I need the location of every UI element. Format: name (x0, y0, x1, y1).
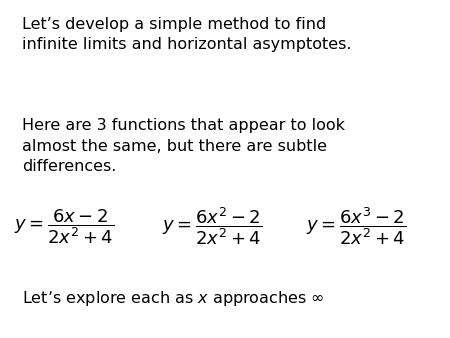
Text: Here are 3 functions that appear to look
almost the same, but there are subtle
d: Here are 3 functions that appear to look… (22, 118, 346, 174)
Text: $y = \dfrac{6x^3-2}{2x^2+4}$: $y = \dfrac{6x^3-2}{2x^2+4}$ (306, 206, 406, 247)
Text: $y = \dfrac{6x^2-2}{2x^2+4}$: $y = \dfrac{6x^2-2}{2x^2+4}$ (162, 206, 262, 247)
Text: $y = \dfrac{6x-2}{2x^2+4}$: $y = \dfrac{6x-2}{2x^2+4}$ (14, 207, 114, 246)
Text: Let’s develop a simple method to find
infinite limits and horizontal asymptotes.: Let’s develop a simple method to find in… (22, 17, 352, 52)
Text: Let’s explore each as $x$ approaches $\infty$: Let’s explore each as $x$ approaches $\i… (22, 289, 325, 308)
